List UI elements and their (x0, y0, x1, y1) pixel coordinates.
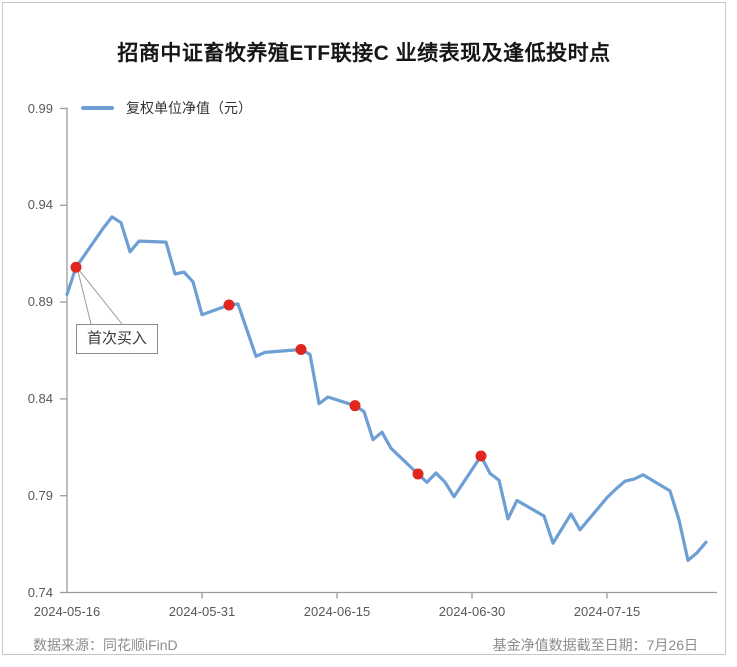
y-tick-label: 0.89 (27, 294, 53, 310)
y-tick-label: 0.79 (27, 487, 53, 503)
buy-point-marker (70, 261, 82, 273)
x-tick-label: 2024-05-31 (168, 604, 236, 619)
legend-line-swatch (81, 106, 114, 110)
callout-leader-line (77, 271, 92, 325)
buy-point-marker (349, 400, 361, 412)
buy-point-marker (295, 344, 307, 356)
nav-series-line (65, 215, 708, 563)
chart-title: 招商中证畜牧养殖ETF联接C 业绩表现及逢低投时点 (117, 42, 611, 65)
buy-point-marker (412, 468, 424, 480)
x-tick-label: 2024-06-30 (438, 604, 506, 619)
legend-label: 复权单位净值（元） (126, 100, 252, 116)
buy-point-marker (223, 299, 235, 311)
buy-point-marker (475, 450, 487, 462)
nav-line-chart (60, 107, 717, 599)
y-tick-label: 0.94 (27, 197, 53, 213)
y-tick-label: 0.84 (27, 390, 53, 406)
x-tick-label: 2024-07-15 (573, 604, 641, 619)
y-tick-label: 0.74 (27, 584, 53, 600)
callout-leader-line (79, 270, 123, 325)
x-tick-label: 2024-06-15 (303, 604, 371, 619)
first-buy-callout: 首次买入 (76, 324, 158, 354)
data-source-note: 数据来源：同花顺iFinD (33, 637, 178, 653)
legend: 复权单位净值（元） (81, 99, 252, 117)
data-cutoff-note: 基金净值数据截至日期：7月26日 (492, 637, 698, 653)
chart-frame: 招商中证畜牧养殖ETF联接C 业绩表现及逢低投时点 复权单位净值（元） 0.99… (2, 2, 726, 655)
x-tick-label: 2024-05-16 (33, 604, 101, 619)
y-tick-label: 0.99 (27, 100, 53, 116)
